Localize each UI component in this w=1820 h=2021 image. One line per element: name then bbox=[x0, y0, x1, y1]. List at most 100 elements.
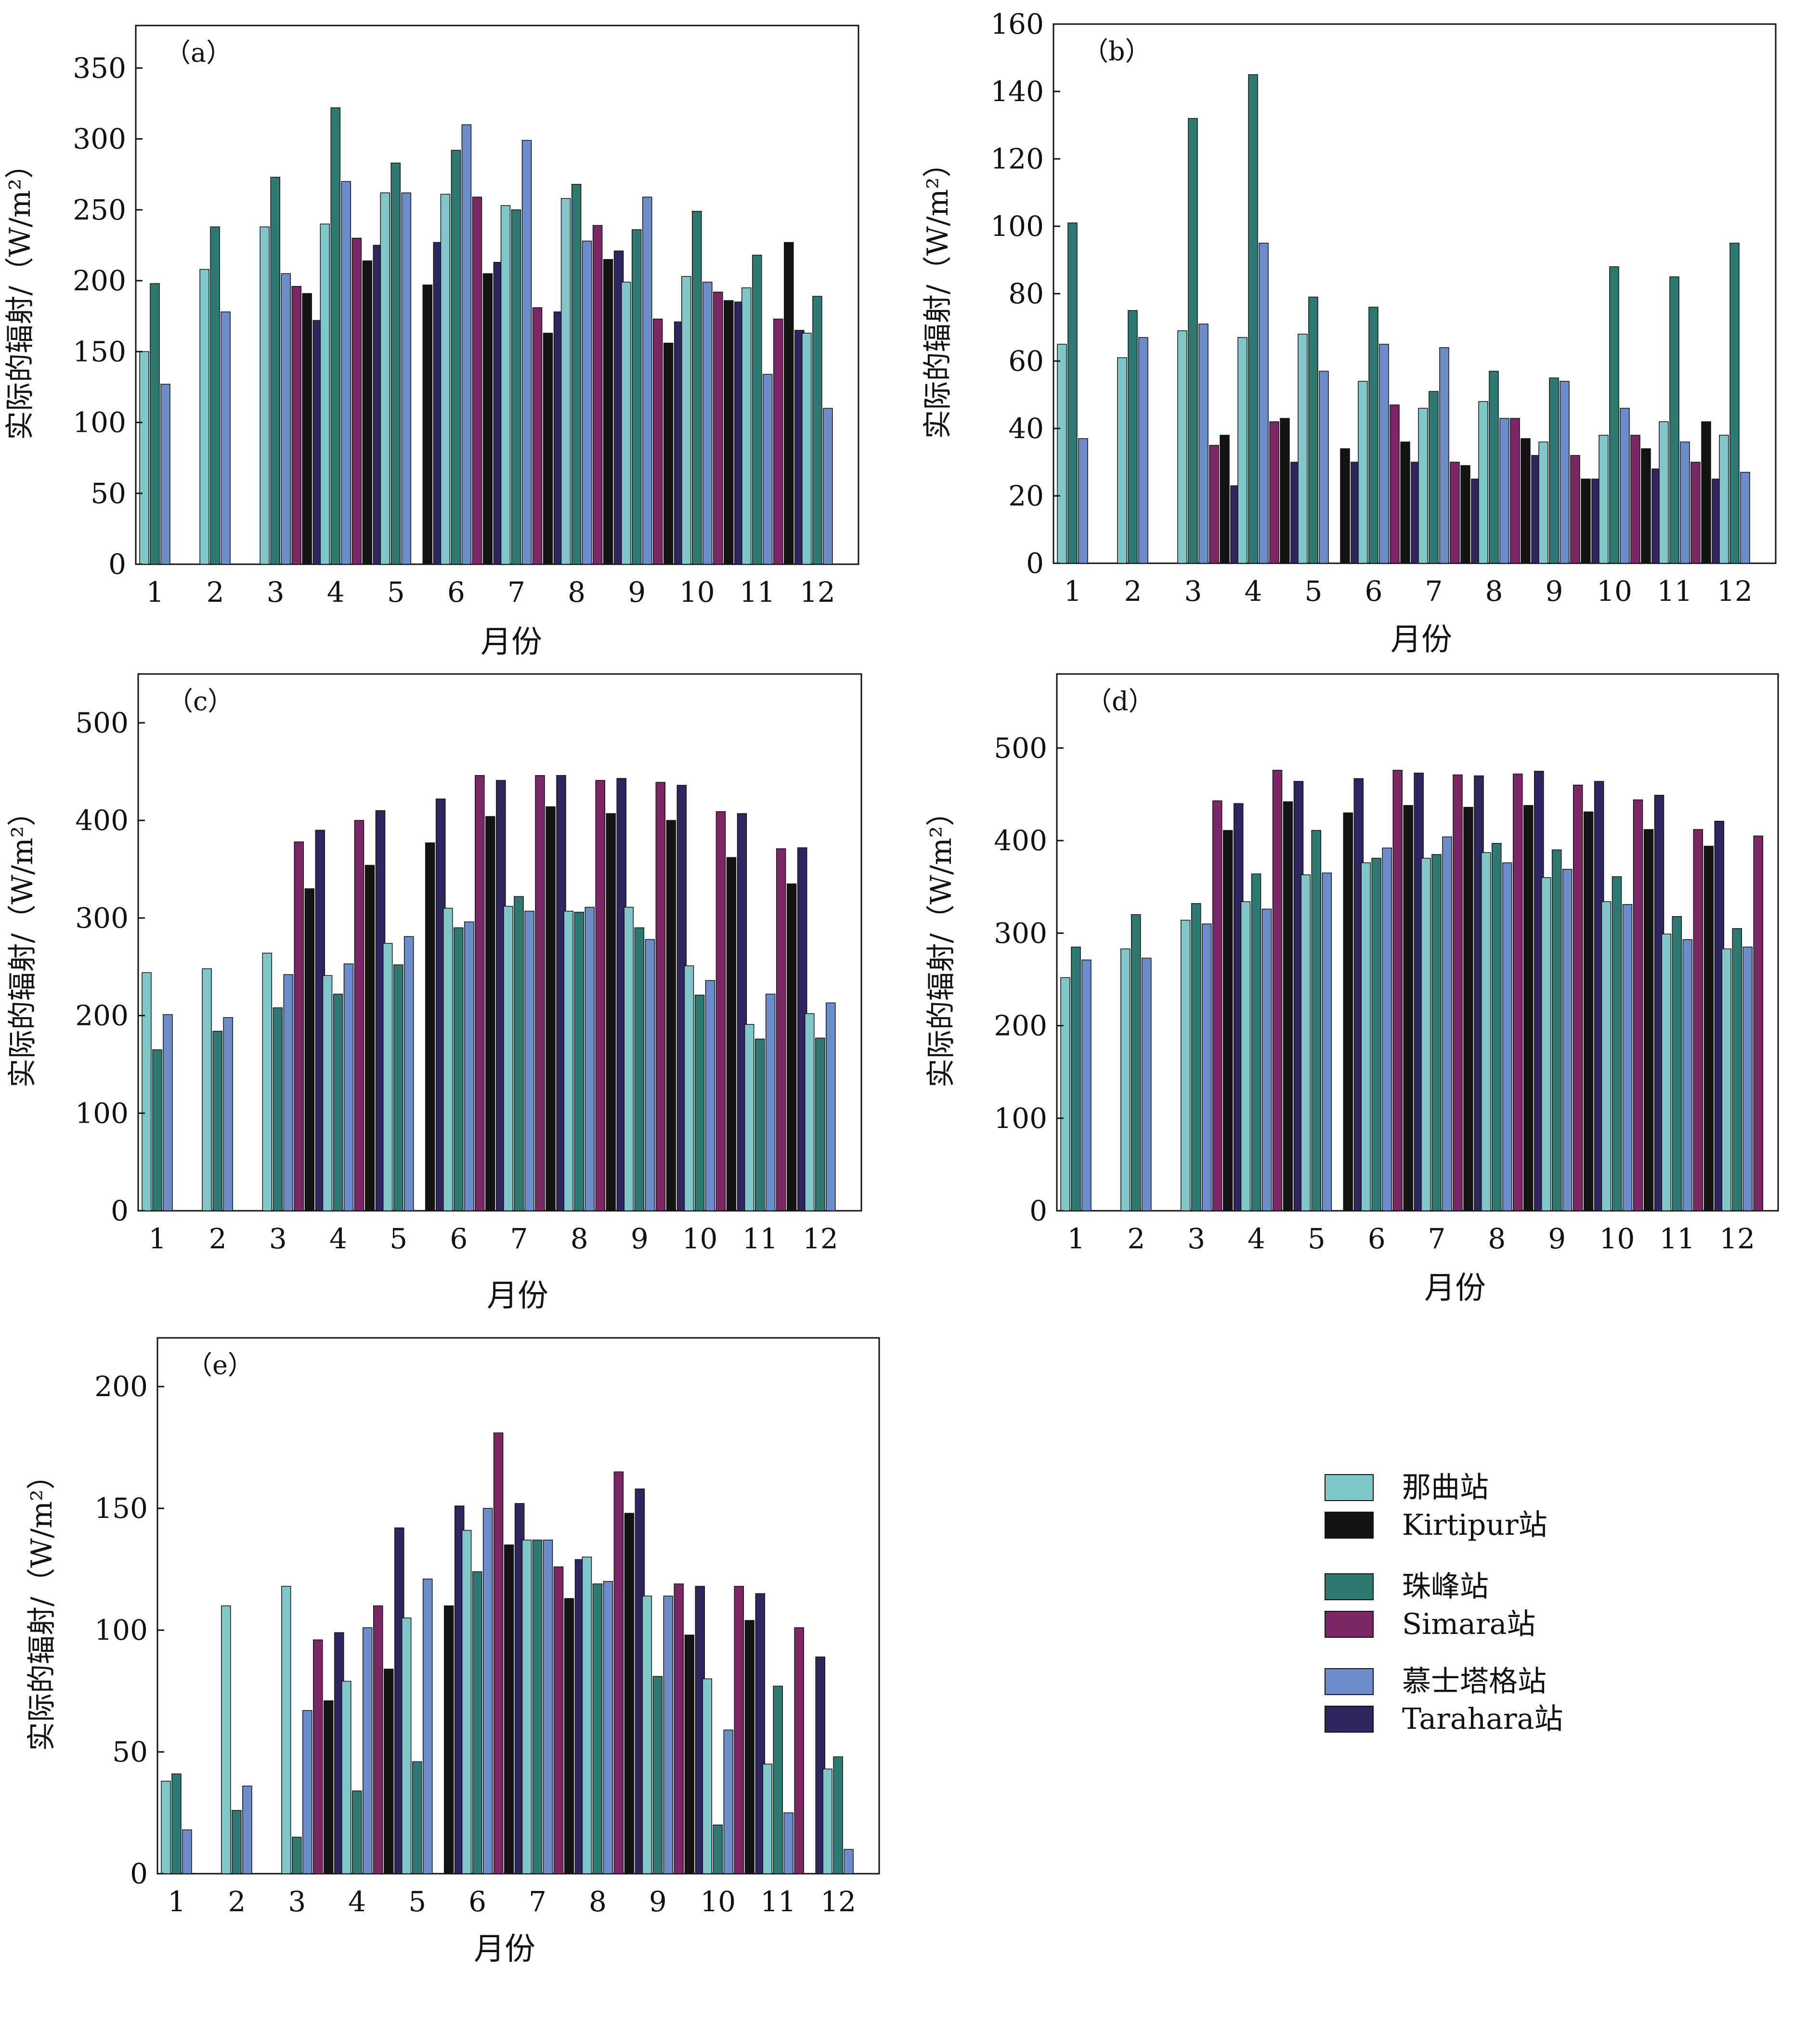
bar bbox=[634, 927, 645, 1211]
x-tick-label: 9 bbox=[628, 576, 646, 609]
bar bbox=[826, 1002, 836, 1211]
bar bbox=[142, 972, 152, 1211]
bar bbox=[754, 1038, 765, 1211]
bar bbox=[812, 296, 822, 565]
y-tick-label: 150 bbox=[73, 335, 126, 368]
bar bbox=[202, 968, 212, 1211]
x-tick-label: 4 bbox=[329, 1222, 347, 1255]
bar bbox=[521, 140, 532, 565]
x-tick-label: 10 bbox=[682, 1222, 718, 1255]
bar bbox=[221, 311, 231, 565]
bar bbox=[1081, 959, 1092, 1211]
bar bbox=[1633, 799, 1643, 1211]
bar bbox=[1460, 465, 1470, 564]
bar bbox=[652, 1676, 663, 1874]
bar bbox=[692, 211, 702, 565]
bar bbox=[1690, 462, 1701, 564]
bar bbox=[422, 1579, 433, 1874]
bar bbox=[150, 283, 160, 565]
bar bbox=[1177, 330, 1187, 564]
x-tick-label: 10 bbox=[679, 576, 715, 609]
bar bbox=[1753, 835, 1763, 1211]
y-tick-label: 300 bbox=[994, 917, 1047, 949]
bar bbox=[351, 237, 362, 565]
bar bbox=[822, 1768, 832, 1874]
bar bbox=[1078, 438, 1088, 564]
bar bbox=[382, 943, 393, 1211]
bar bbox=[1251, 873, 1261, 1211]
bar bbox=[504, 1544, 514, 1874]
bar bbox=[773, 1685, 783, 1874]
x-tick-label: 12 bbox=[803, 1222, 838, 1255]
bar bbox=[443, 907, 453, 1211]
bar bbox=[1201, 923, 1212, 1211]
bar bbox=[1057, 344, 1067, 564]
bar bbox=[454, 927, 464, 1211]
bar bbox=[1220, 435, 1230, 564]
x-tick-label: 6 bbox=[468, 1885, 486, 1918]
x-tick-label: 2 bbox=[207, 576, 224, 609]
x-tick-label: 12 bbox=[1717, 575, 1753, 608]
bar bbox=[1641, 448, 1651, 564]
bar bbox=[1622, 904, 1633, 1211]
x-tick-label: 7 bbox=[510, 1222, 528, 1255]
bar bbox=[472, 196, 482, 565]
y-tick-label: 150 bbox=[94, 1492, 148, 1525]
x-tick-label: 10 bbox=[1599, 1222, 1635, 1255]
y-tick-label: 500 bbox=[75, 706, 129, 739]
bar bbox=[1188, 118, 1198, 564]
bar bbox=[461, 124, 472, 565]
bar bbox=[702, 282, 713, 565]
y-tick-label: 0 bbox=[111, 1194, 129, 1227]
bar bbox=[1521, 438, 1531, 564]
bar bbox=[1601, 901, 1612, 1211]
x-tick-label: 5 bbox=[1305, 575, 1323, 608]
bar bbox=[726, 857, 737, 1211]
x-tick-label: 5 bbox=[408, 1885, 426, 1918]
bar bbox=[1719, 435, 1729, 564]
bar bbox=[403, 936, 414, 1211]
bar bbox=[1128, 310, 1138, 564]
bar bbox=[242, 1786, 252, 1874]
bar bbox=[1560, 381, 1570, 564]
x-tick-label: 3 bbox=[269, 1222, 287, 1255]
bar bbox=[1117, 357, 1127, 564]
x-tick-label: 4 bbox=[1248, 1222, 1265, 1255]
bar bbox=[1319, 371, 1329, 564]
bar bbox=[762, 1763, 772, 1874]
bar bbox=[1269, 421, 1279, 564]
bar bbox=[1573, 784, 1583, 1211]
bar bbox=[1248, 74, 1258, 564]
bar bbox=[1191, 903, 1201, 1211]
y-tick-label: 100 bbox=[994, 1102, 1047, 1135]
bar bbox=[302, 293, 312, 565]
y-tick-label: 400 bbox=[994, 824, 1047, 857]
bar bbox=[475, 775, 485, 1211]
bar bbox=[663, 1595, 674, 1874]
bar bbox=[563, 910, 573, 1211]
y-tick-label: 20 bbox=[1008, 479, 1044, 512]
bar bbox=[380, 192, 390, 565]
legend-label: 珠峰站 bbox=[1402, 1570, 1489, 1604]
bar bbox=[1609, 266, 1619, 564]
bar bbox=[1729, 243, 1740, 564]
x-tick-label: 12 bbox=[1719, 1222, 1755, 1255]
bar bbox=[744, 1024, 754, 1211]
bar bbox=[322, 975, 333, 1211]
bar bbox=[546, 806, 556, 1211]
bar bbox=[553, 1566, 564, 1874]
bar bbox=[784, 242, 794, 565]
bar bbox=[1599, 435, 1609, 564]
bar bbox=[684, 1634, 695, 1874]
bar bbox=[1701, 421, 1711, 564]
bar bbox=[833, 1756, 843, 1874]
x-tick-label: 11 bbox=[740, 576, 775, 609]
legend-label: 慕士塔格站 bbox=[1402, 1665, 1547, 1698]
bar bbox=[401, 1618, 412, 1874]
legend-item: Kirtipur站 bbox=[1325, 1508, 1547, 1542]
bar bbox=[666, 820, 676, 1211]
y-tick-label: 400 bbox=[75, 804, 129, 837]
x-tick-label: 11 bbox=[760, 1885, 796, 1918]
